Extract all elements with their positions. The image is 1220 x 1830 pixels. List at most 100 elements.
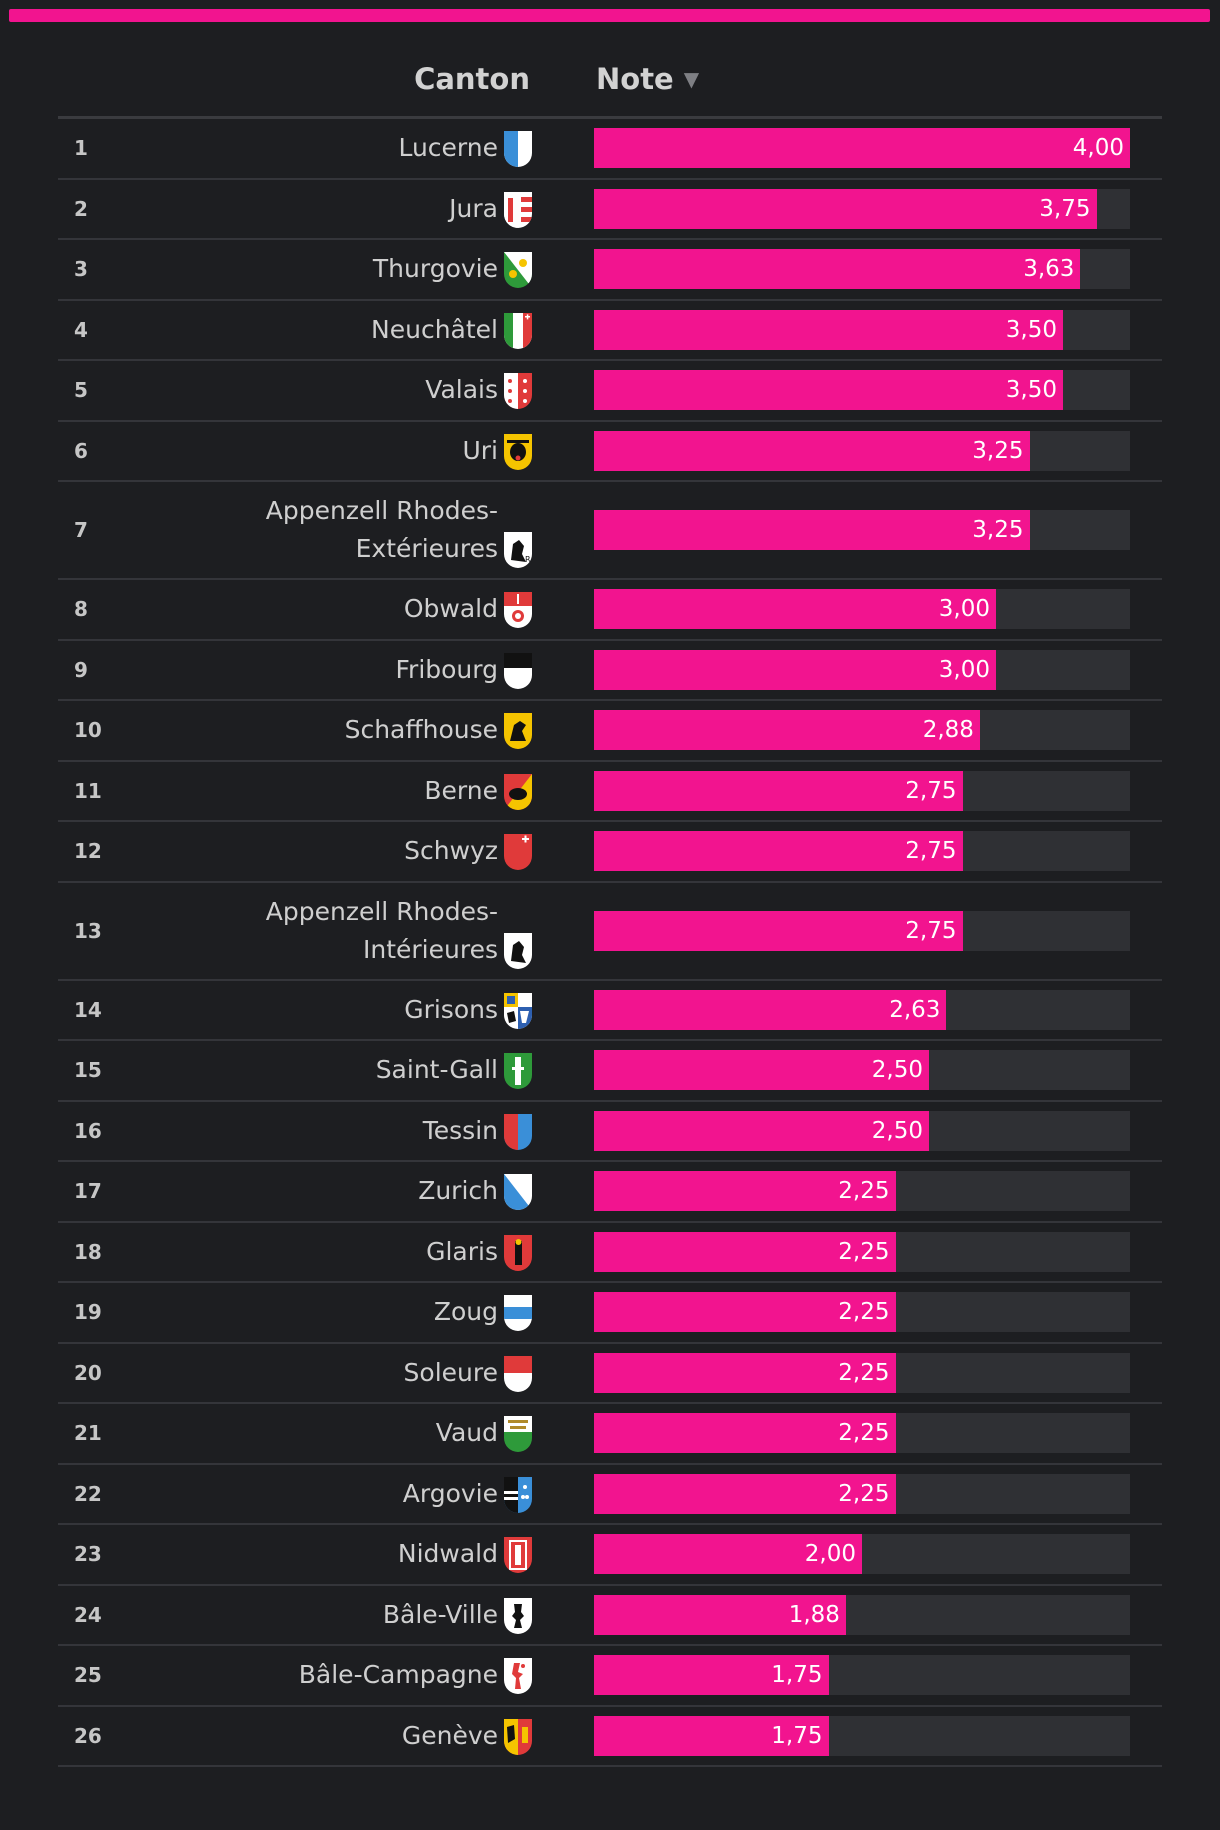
rank-number: 12 — [74, 839, 102, 864]
bar-track: 3,25 — [594, 510, 1130, 550]
bar — [594, 1050, 929, 1091]
bar-track: 2,50 — [594, 1050, 1130, 1091]
obwald-flag-icon — [504, 592, 532, 629]
table-row: 16 Tessin 2,50 — [58, 1102, 1162, 1162]
canton-name: Schwyz — [404, 836, 498, 866]
bar — [594, 1292, 896, 1333]
rank-number: 5 — [74, 378, 88, 403]
rank-number: 23 — [74, 1542, 102, 1567]
sort-descending-icon[interactable]: ▼ — [683, 67, 700, 91]
grisons-flag-icon — [504, 992, 532, 1029]
canton-name: Soleure — [403, 1357, 498, 1387]
rank-number: 7 — [74, 518, 88, 542]
bar — [594, 989, 947, 1030]
canton-name: Zoug — [433, 1297, 498, 1327]
canton-cell: Vaud — [435, 1414, 532, 1453]
rank-number: 9 — [74, 657, 88, 682]
zoug-flag-icon — [504, 1295, 532, 1332]
table-row: 14 Grisons 2,63 — [58, 981, 1162, 1041]
table-row: 5 Valais 3,50 — [58, 361, 1162, 422]
tessin-flag-icon — [504, 1113, 532, 1150]
bar — [594, 188, 1097, 229]
bar-value-label: 1,75 — [771, 1722, 823, 1749]
schwyz-flag-icon — [504, 834, 532, 871]
bar-value-label: 2,25 — [838, 1238, 890, 1265]
table-row: 19 Zoug 2,25 — [58, 1283, 1162, 1344]
bar-track: 4,00 — [594, 128, 1130, 169]
canton-cell: Bâle-Campagne — [299, 1656, 532, 1695]
rank-number: 24 — [74, 1602, 102, 1627]
bar — [594, 649, 996, 690]
bar-value-label: 2,25 — [838, 1359, 890, 1386]
table-row: 10 Schaffhouse 2,88 — [58, 701, 1162, 762]
bar-value-label: 2,25 — [838, 1178, 890, 1205]
bar-track: 2,63 — [594, 989, 1130, 1030]
bale-campagne-flag-icon — [504, 1658, 532, 1695]
canton-name: Schaffhouse — [344, 715, 498, 745]
bar-value-label: 2,25 — [838, 1299, 890, 1326]
table-row: 21 Vaud 2,25 — [58, 1404, 1162, 1465]
table-row: 17 Zurich 2,25 — [58, 1162, 1162, 1223]
bar-value-label: 2,00 — [804, 1541, 856, 1568]
bar-value-label: 3,25 — [972, 437, 1024, 464]
bar — [594, 370, 1063, 411]
top-accent-bar — [9, 9, 1210, 22]
table-body: 1 Lucerne 4,00 2 Jura 3,75 3 Thurgovie 3,63 4 Neuc… — [58, 119, 1162, 1767]
canton-cell: Nidwald — [398, 1535, 532, 1574]
rank-number: 14 — [74, 997, 102, 1022]
bar-value-label: 2,50 — [871, 1057, 923, 1084]
bar — [594, 309, 1063, 350]
table-row: 2 Jura 3,75 — [58, 180, 1162, 240]
canton-name: Zurich — [418, 1176, 498, 1206]
rank-number: 2 — [74, 196, 88, 221]
canton-name: Vaud — [435, 1418, 498, 1448]
canton-name: Fribourg — [395, 654, 498, 684]
bar — [594, 1352, 896, 1393]
canton-cell: Berne — [424, 772, 532, 810]
bar-value-label: 3,25 — [972, 517, 1024, 543]
canton-cell: Schaffhouse — [344, 711, 532, 750]
bar-value-label: 2,63 — [889, 996, 941, 1023]
canton-name: Appenzell Rhodes-Intérieures — [265, 896, 498, 964]
table-row: 8 Obwald 3,00 — [58, 580, 1162, 641]
bar — [594, 710, 980, 751]
table-row: 13 Appenzell Rhodes-Intérieures 2,75 — [58, 883, 1162, 981]
table-header: Canton Note ▼ — [58, 50, 1162, 119]
canton-cell: Obwald — [404, 590, 532, 629]
berne-flag-icon — [504, 773, 532, 810]
fribourg-flag-icon — [504, 652, 532, 689]
table-row: 25 Bâle-Campagne 1,75 — [58, 1646, 1162, 1707]
column-header-canton[interactable]: Canton — [414, 62, 530, 96]
canton-cell: Zurich — [418, 1172, 532, 1211]
bar-value-label: 2,75 — [905, 838, 957, 865]
canton-cell: Tessin — [423, 1112, 532, 1150]
bar-value-label: 2,25 — [838, 1420, 890, 1447]
table-row: 3 Thurgovie 3,63 — [58, 240, 1162, 301]
rank-number: 8 — [74, 597, 88, 622]
ranking-table: Canton Note ▼ 1 Lucerne 4,00 2 Jura 3,75 3 Thur… — [58, 50, 1162, 1767]
bar — [594, 510, 1030, 550]
rank-number: 3 — [74, 257, 88, 282]
jura-flag-icon — [504, 191, 532, 228]
bar-value-label: 2,75 — [905, 777, 957, 804]
bar-track: 2,75 — [594, 910, 1130, 951]
canton-name: Uri — [462, 435, 498, 465]
bar — [594, 910, 963, 951]
bar-track: 2,00 — [594, 1534, 1130, 1575]
table-row: 1 Lucerne 4,00 — [58, 119, 1162, 180]
bar-value-label: 4,00 — [1072, 135, 1124, 162]
rank-number: 4 — [74, 317, 88, 342]
canton-name: Jura — [449, 193, 498, 223]
canton-name: Saint-Gall — [375, 1055, 498, 1085]
zurich-flag-icon — [504, 1174, 532, 1211]
column-header-note[interactable]: Note ▼ — [596, 62, 699, 96]
table-row: 22 Argovie 2,25 — [58, 1465, 1162, 1525]
column-header-note-label: Note — [596, 62, 674, 96]
canton-name: Argovie — [402, 1478, 498, 1508]
thurgovie-flag-icon — [504, 252, 532, 289]
rank-number: 19 — [74, 1300, 102, 1325]
table-row: 9 Fribourg 3,00 — [58, 641, 1162, 701]
glaris-flag-icon — [504, 1234, 532, 1271]
saint-gall-flag-icon — [504, 1053, 532, 1090]
bar-track: 2,50 — [594, 1110, 1130, 1151]
